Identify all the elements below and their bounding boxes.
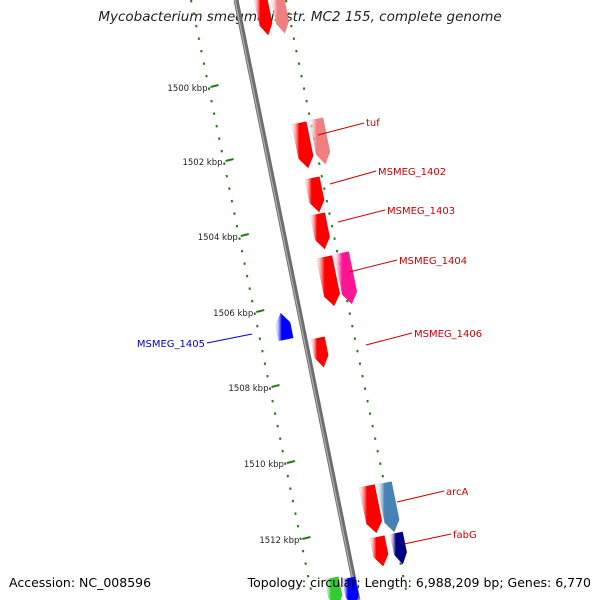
leader-line-msmeg-1403	[337, 209, 386, 223]
leader-line-tuf	[317, 122, 365, 136]
gene-msmeg-1404-partner	[333, 251, 358, 305]
ruler-tick-label: 1500 kbp	[167, 84, 207, 94]
ruler-tick-label: 1508 kbp	[228, 384, 268, 394]
gene-msmeg-1403	[309, 212, 331, 250]
gene-label-msmeg-1405: MSMEG_1405	[137, 339, 205, 350]
gene-msmeg-1404	[316, 255, 341, 307]
leader-line-msmeg-1406	[365, 332, 413, 346]
accession-label: Accession: NC_008596	[9, 575, 152, 590]
ruler-tick	[225, 158, 234, 162]
gene-tuf	[291, 121, 314, 169]
leader-line-fabg	[403, 533, 452, 545]
gene-label-tuf: tuf	[366, 118, 380, 129]
gene-label-msmeg-1406: MSMEG_1406	[414, 329, 482, 340]
gene-arrow-top-2	[271, 0, 290, 34]
leader-line-msmeg-1404	[348, 259, 398, 273]
gene-fabg	[369, 535, 389, 567]
ruler-tick-label: 1506 kbp	[213, 309, 253, 319]
ruler-tick	[302, 536, 311, 540]
gene-msmeg-1406	[310, 336, 329, 368]
gene-bottom-blue	[341, 576, 360, 600]
ruler-tick	[286, 460, 296, 464]
ruler-tick	[255, 309, 265, 313]
gene-fabg-partner	[389, 531, 408, 565]
map-title: Mycobacterium smegmatis str. MC2 155, co…	[98, 9, 502, 25]
gene-msmeg-1402	[304, 176, 325, 213]
gene-arrow-top-1	[254, 0, 273, 36]
leader-line-arca	[396, 490, 445, 503]
ruler-tick-label: 1512 kbp	[259, 536, 299, 546]
gene-arca	[358, 484, 383, 534]
ruler-tick-label: 1502 kbp	[182, 158, 222, 168]
topology-label: Topology: circular; Length: 6,988,209 bp…	[247, 575, 591, 590]
genome-backbone-highlight	[234, 0, 358, 600]
gene-arca-partner	[376, 481, 400, 533]
gene-label-fabg: fabG	[453, 530, 477, 541]
ruler-tick	[210, 84, 219, 88]
gene-label-msmeg-1404: MSMEG_1404	[399, 256, 467, 267]
genome-backbone	[233, 0, 361, 600]
gene-label-msmeg-1402: MSMEG_1402	[378, 167, 446, 178]
gene-bottom-green	[324, 576, 343, 600]
gene-label-msmeg-1403: MSMEG_1403	[387, 206, 455, 217]
gene-msmeg-1405	[275, 312, 294, 342]
gene-label-arca: arcA	[446, 487, 469, 498]
ruler-tick	[271, 384, 280, 388]
ruler-tick	[240, 233, 250, 237]
ruler-tick-label: 1510 kbp	[244, 460, 284, 470]
leader-line-msmeg-1402	[329, 170, 377, 185]
leader-line-msmeg-1405	[206, 333, 253, 344]
ruler-tick-label: 1504 kbp	[198, 233, 238, 243]
gene-tuf-partner	[308, 117, 331, 165]
ruler-track	[190, 0, 312, 591]
